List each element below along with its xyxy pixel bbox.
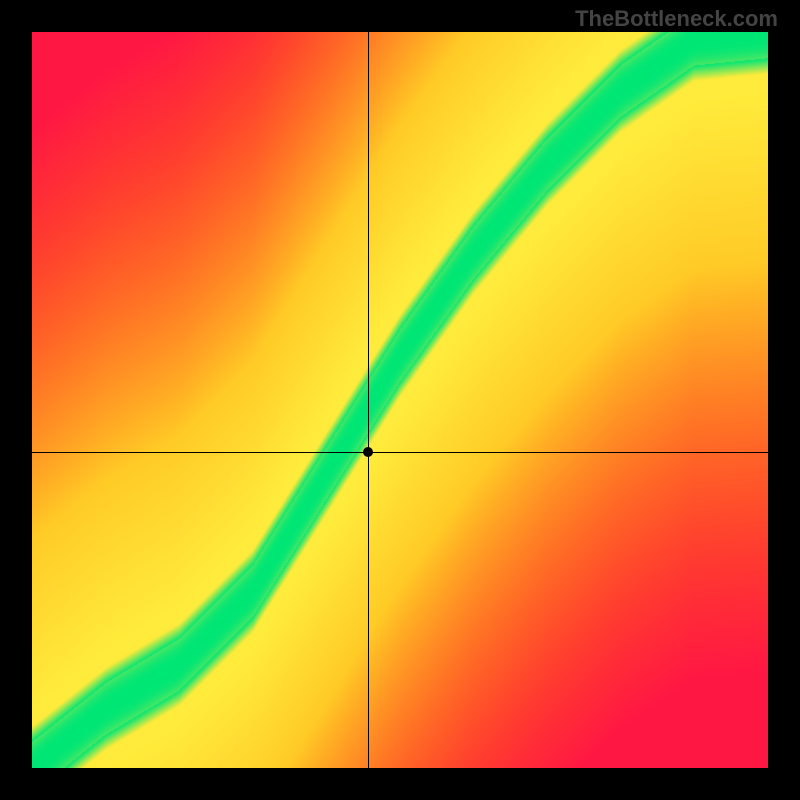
crosshair-vertical	[368, 32, 369, 768]
plot-area	[32, 32, 768, 768]
crosshair-marker	[363, 447, 373, 457]
watermark-text: TheBottleneck.com	[575, 6, 778, 32]
heatmap-canvas	[32, 32, 768, 768]
crosshair-horizontal	[32, 452, 768, 453]
chart-container: TheBottleneck.com	[0, 0, 800, 800]
